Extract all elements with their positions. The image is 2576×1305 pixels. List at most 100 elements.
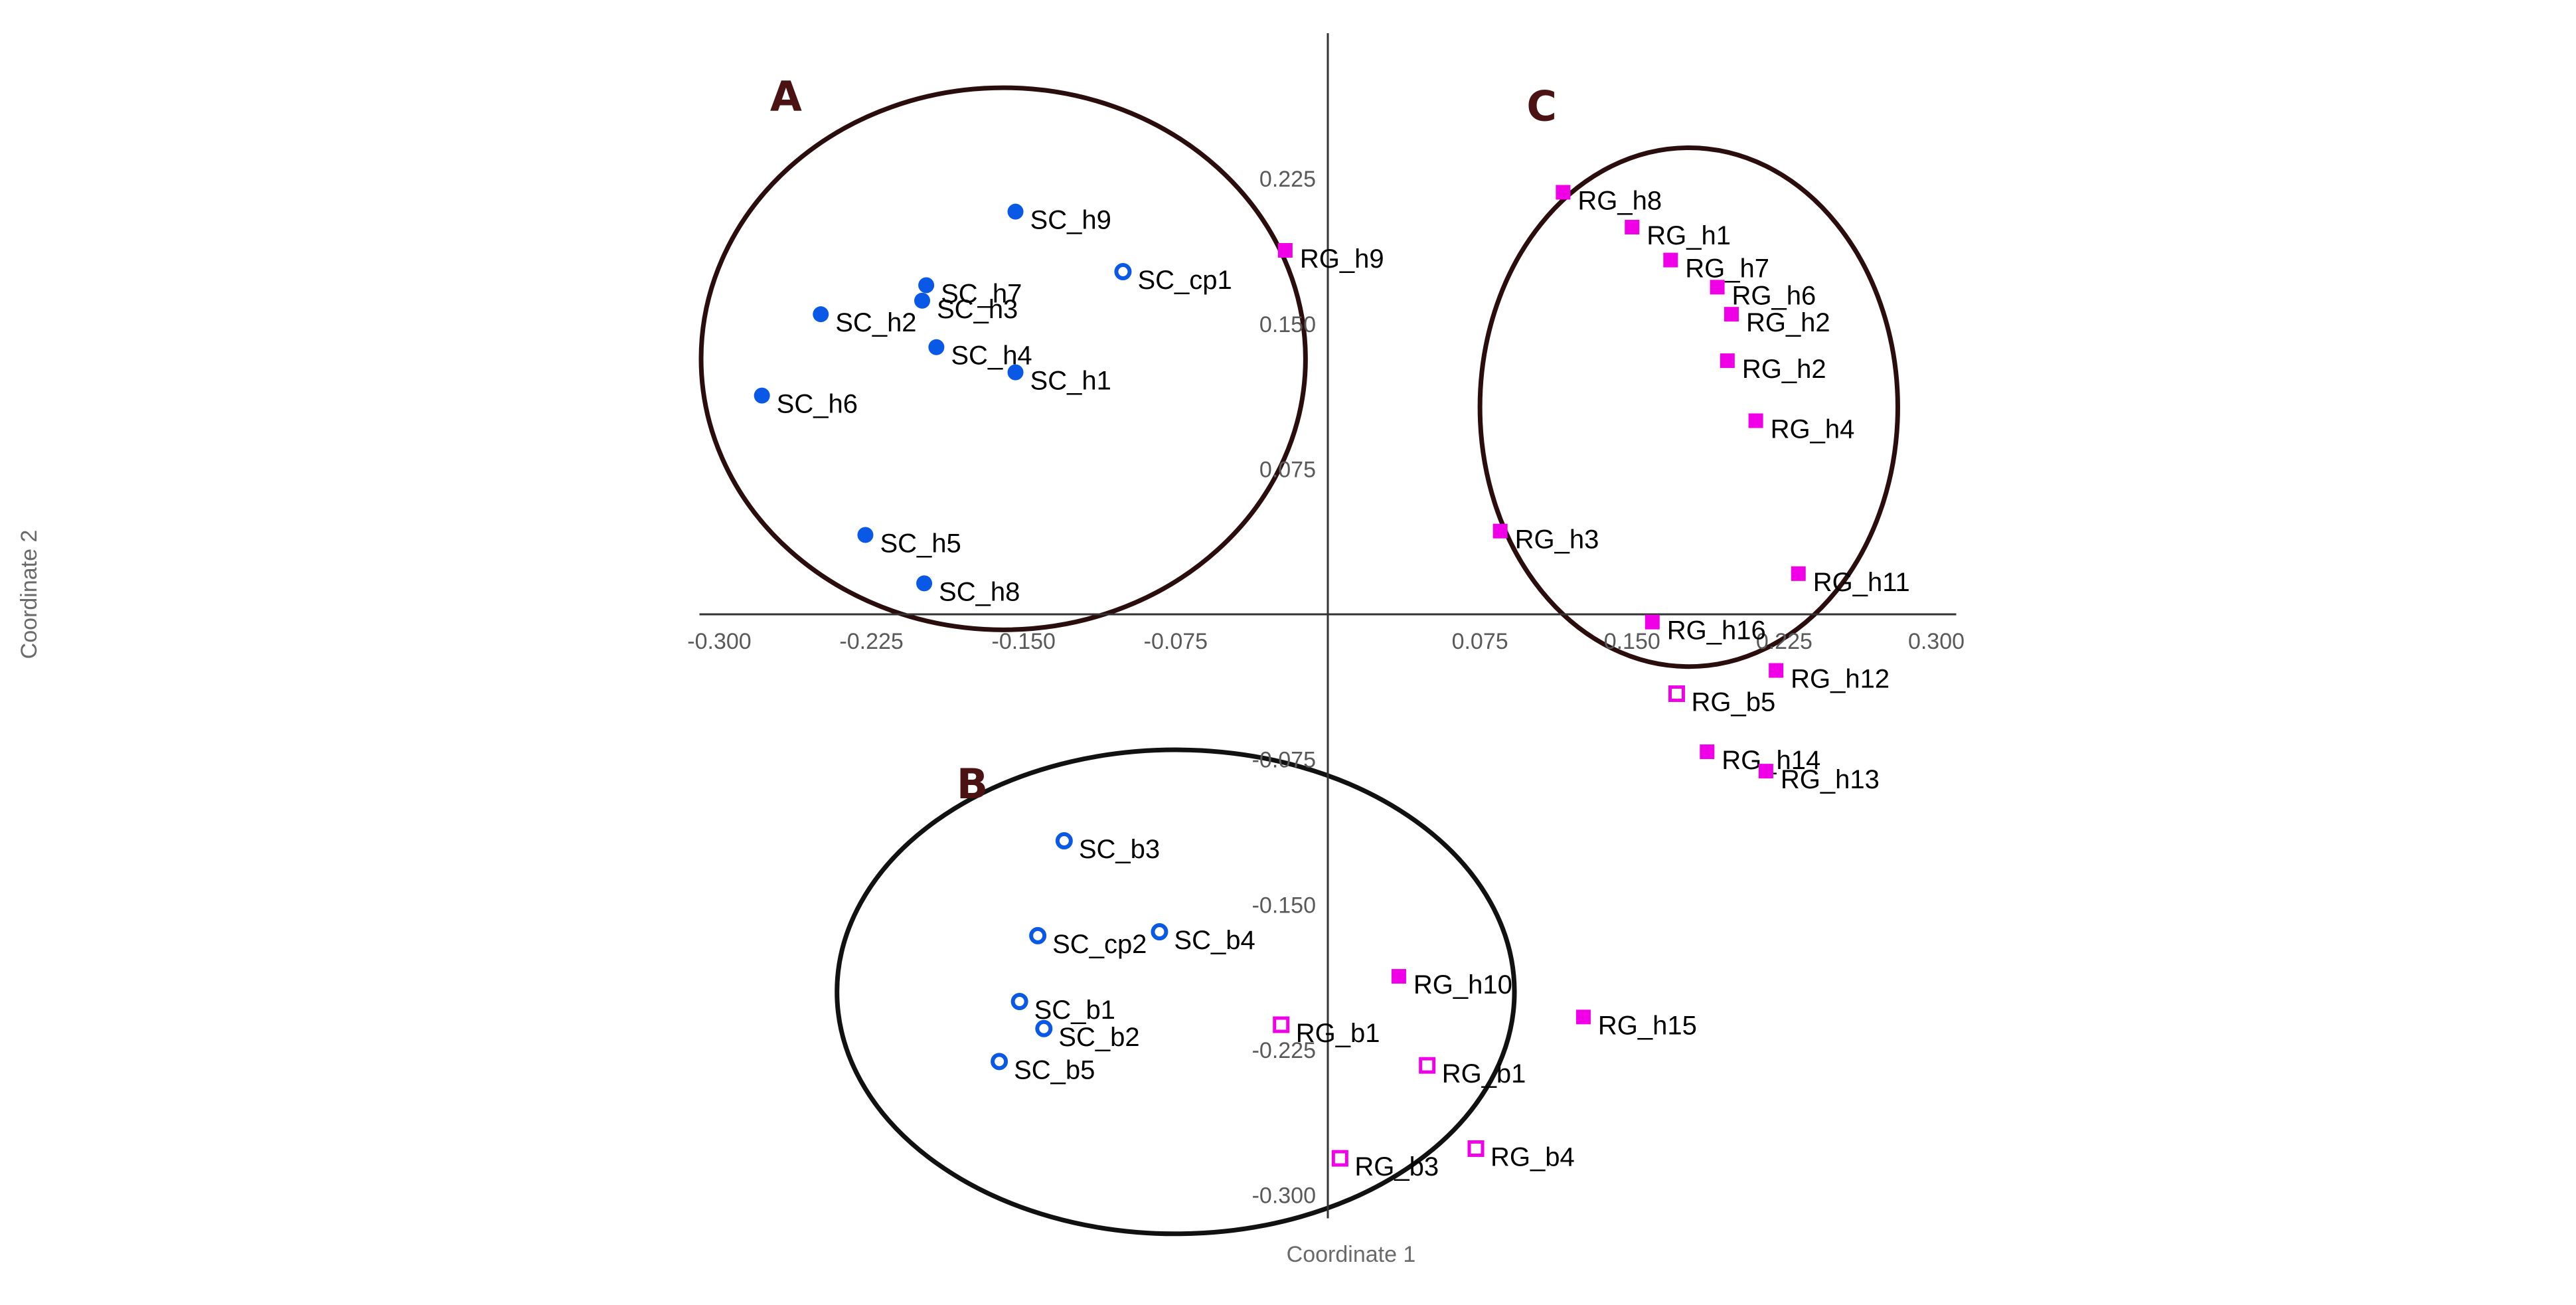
point-rg-h6-2-4-label: RG_h6: [1732, 281, 1816, 310]
point-sc-b2-1-5: [1035, 1019, 1053, 1037]
y-tick-label-5: -0.225: [1252, 1038, 1316, 1063]
cluster-ellipse-a: [698, 85, 1308, 632]
cluster-labels: A B C: [770, 72, 1557, 808]
point-rg-h13-2-13: [1758, 764, 1773, 779]
x-tick-label-2: -0.150: [992, 629, 1056, 654]
point-rg-h1-2-2-label: RG_h1: [1647, 221, 1731, 250]
point-sc-b3-1-1: [1055, 832, 1073, 850]
point-rg-h2-2-6: [1720, 353, 1735, 369]
cluster-ellipse-b: [835, 747, 1517, 1237]
point-sc-h1-0-5-label: SC_h1: [1030, 367, 1111, 396]
y-tick-label-2: 0.075: [1259, 457, 1316, 482]
point-rg-b5-3-0-label: RG_b5: [1691, 688, 1775, 717]
point-rg-h6-2-4: [1710, 280, 1725, 295]
point-sc-h3-0-3: [914, 292, 930, 309]
point-rg-b3-3-3-label: RG_b3: [1354, 1152, 1439, 1181]
x-tick-labels: -0.300 -0.225 -0.150 -0.075 0.075 0.150 0.225 0…: [687, 629, 1965, 654]
point-sc-h3-0-3-label: SC_h3: [937, 295, 1018, 324]
y-tick-label-1: 0.150: [1259, 312, 1316, 337]
point-sc-h6-0-6-label: SC_h6: [777, 390, 858, 419]
point-rg-h12-2-11-label: RG_h12: [1791, 665, 1890, 694]
point-rg-h15-2-15-label: RG_h15: [1598, 1011, 1697, 1040]
point-rg-h9-2-0-label: RG_h9: [1300, 244, 1384, 274]
x-tick-label-3: -0.075: [1144, 629, 1208, 654]
y-tick-label-4: -0.150: [1252, 893, 1316, 918]
point-sc-cp1-1-0: [1114, 263, 1132, 281]
point-sc-h2-0-2-label: SC_h2: [835, 308, 916, 337]
cluster-ellipses: [698, 85, 1900, 1237]
x-tick-label-5: 0.150: [1604, 629, 1660, 654]
y-tick-label-0: 0.225: [1259, 167, 1316, 192]
point-rg-h3-2-8: [1492, 523, 1508, 539]
point-sc-h2-0-2: [813, 306, 829, 323]
point-rg-h7-2-3: [1663, 252, 1678, 268]
cluster-label-a: A: [770, 72, 802, 121]
point-rg-h2-2-5-label: RG_h2: [1746, 308, 1830, 337]
point-rg-h16-2-10-label: RG_h16: [1667, 616, 1766, 646]
point-rg-b1-3-2-label: RG_b1: [1442, 1059, 1526, 1088]
y-tick-labels: 0.225 0.150 0.075 -0.075 -0.150 -0.225 -0.300: [1252, 167, 1316, 1208]
y-tick-label-3: -0.075: [1252, 748, 1316, 773]
y-axis-title: Coordinate 2: [17, 530, 42, 659]
point-rg-h8-2-1-label: RG_h8: [1577, 187, 1662, 216]
cluster-label-b: B: [957, 760, 988, 808]
point-sc-h7-0-1-label: SC_h7: [941, 279, 1022, 308]
cluster-ellipse-c: [1477, 145, 1900, 669]
x-tick-label-0: -0.300: [687, 629, 751, 654]
point-sc-h5-0-7: [857, 527, 874, 543]
point-sc-b1-1-4-label: SC_b1: [1034, 996, 1115, 1025]
y-tick-label-6: -0.300: [1252, 1183, 1316, 1209]
point-rg-b1-3-1: [1273, 1016, 1290, 1033]
point-rg-b4-3-4-label: RG_b4: [1490, 1143, 1575, 1172]
point-rg-b5-3-0: [1668, 685, 1685, 703]
point-rg-h1-2-2: [1625, 220, 1640, 234]
point-sc-b3-1-1-label: SC_b3: [1079, 835, 1160, 864]
point-sc-h5-0-7-label: SC_h5: [880, 529, 961, 558]
x-axis-title: Coordinate 1: [1287, 1242, 1416, 1267]
point-sc-h4-0-4: [928, 339, 945, 355]
point-sc-b1-1-4: [1010, 993, 1028, 1010]
point-sc-h6-0-6: [754, 387, 770, 404]
point-sc-b4-1-3-label: SC_b4: [1174, 926, 1255, 955]
cluster-label-c: C: [1526, 82, 1557, 131]
point-sc-cp2-1-2-label: SC_cp2: [1052, 930, 1147, 959]
point-sc-h8-0-8-label: SC_h8: [939, 577, 1020, 606]
point-rg-h15-2-15: [1575, 1009, 1591, 1025]
point-rg-h11-2-9-label: RG_h11: [1813, 568, 1910, 597]
point-rg-h4-2-7-label: RG_h4: [1771, 415, 1855, 444]
point-rg-h13-2-13-label: RG_h13: [1781, 765, 1880, 794]
point-rg-h10-2-14-label: RG_h10: [1413, 970, 1512, 1000]
point-rg-h10-2-14: [1391, 969, 1406, 984]
x-tick-label-6: 0.225: [1756, 629, 1812, 654]
point-rg-b1-3-1-label: RG_b1: [1296, 1019, 1380, 1048]
point-rg-h9-2-0: [1277, 242, 1293, 258]
point-rg-h16-2-10: [1645, 614, 1660, 630]
point-sc-h1-0-5: [1007, 364, 1024, 381]
point-sc-cp1-1-0-label: SC_cp1: [1137, 266, 1232, 295]
point-sc-cp2-1-2: [1029, 926, 1047, 944]
point-sc-h9-0-0-label: SC_h9: [1030, 206, 1111, 235]
point-rg-h12-2-11: [1769, 663, 1784, 678]
point-rg-b3-3-3: [1331, 1150, 1348, 1167]
point-sc-h8-0-8: [916, 575, 933, 592]
point-rg-b4-3-4: [1467, 1140, 1485, 1158]
axes: [699, 33, 1957, 1219]
x-tick-label-7: 0.300: [1908, 629, 1965, 654]
point-rg-h7-2-3-label: RG_h7: [1685, 254, 1769, 284]
point-rg-h4-2-7: [1748, 413, 1763, 428]
point-sc-b4-1-3: [1151, 923, 1168, 941]
point-sc-h9-0-0: [1007, 203, 1024, 220]
point-rg-h3-2-8-label: RG_h3: [1515, 525, 1599, 555]
point-sc-h7-0-1: [918, 277, 935, 294]
point-rg-h2-2-5: [1724, 307, 1739, 322]
point-rg-h11-2-9: [1791, 566, 1806, 581]
x-tick-label-1: -0.225: [839, 629, 903, 654]
point-rg-h8-2-1: [1556, 185, 1571, 200]
point-sc-b5-1-6: [991, 1053, 1008, 1071]
point-sc-b5-1-6-label: SC_b5: [1014, 1055, 1095, 1085]
point-rg-h14-2-12: [1700, 744, 1715, 759]
point-sc-b2-1-5-label: SC_b2: [1058, 1023, 1139, 1052]
